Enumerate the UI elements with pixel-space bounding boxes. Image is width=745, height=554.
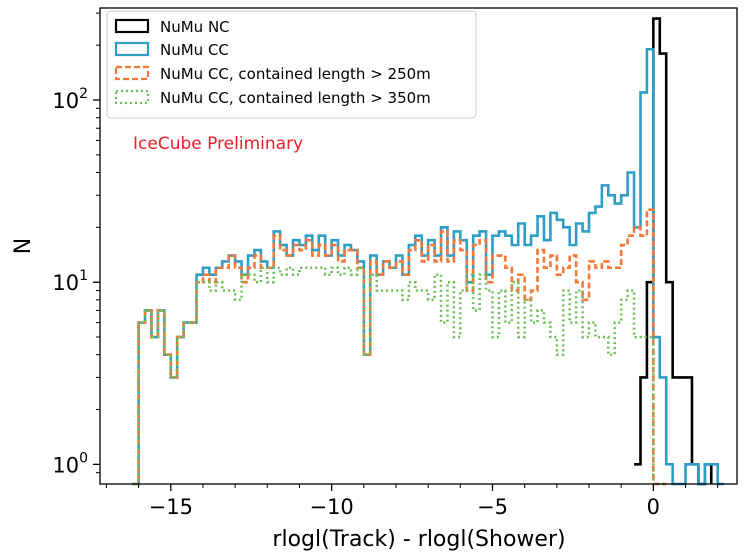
axes-layer: −15 −10 −5 0 100 101 102: [52, 7, 738, 519]
preliminary-annotation: IceCube Preliminary: [133, 134, 303, 154]
legend-entry-numu-cc: NuMu CC: [114, 41, 229, 59]
legend-label-numu-cc: NuMu CC: [160, 41, 229, 59]
y-tick-label: 102: [52, 86, 88, 113]
y-axis-label: N: [11, 238, 36, 254]
legend-swatch-numu-cc-250m: [114, 65, 150, 81]
series-step-2: [132, 208, 667, 486]
x-tick-label: −5: [477, 495, 508, 519]
legend-label-numu-cc-250m: NuMu CC, contained length > 250m: [160, 65, 431, 83]
legend-frame: [106, 10, 477, 119]
y-tick-label: 101: [52, 268, 88, 295]
x-axis-label: rlogl(Track) - rlogl(Shower): [272, 527, 565, 552]
legend: NuMu NC NuMu CC NuMu CC, contained lengt…: [106, 10, 477, 119]
legend-entry-numu-nc: NuMu NC: [114, 18, 230, 36]
legend-entry-numu-cc-350m: NuMu CC, contained length > 350m: [114, 89, 431, 107]
plot-frame: [99, 7, 738, 485]
legend-swatch-numu-nc: [114, 18, 150, 34]
series-step-3: [132, 266, 667, 486]
x-tick-label: −10: [309, 495, 353, 519]
legend-label-numu-nc: NuMu NC: [160, 18, 230, 36]
legend-swatch-numu-cc-350m: [114, 89, 150, 105]
x-tick-label: −15: [149, 495, 193, 519]
y-tick-label: 100: [52, 450, 88, 477]
x-tick-label: 0: [647, 495, 660, 519]
legend-label-numu-cc-350m: NuMu CC, contained length > 350m: [160, 89, 431, 107]
legend-entry-numu-cc-250m: NuMu CC, contained length > 250m: [114, 65, 431, 83]
legend-swatch-numu-cc: [114, 41, 150, 57]
